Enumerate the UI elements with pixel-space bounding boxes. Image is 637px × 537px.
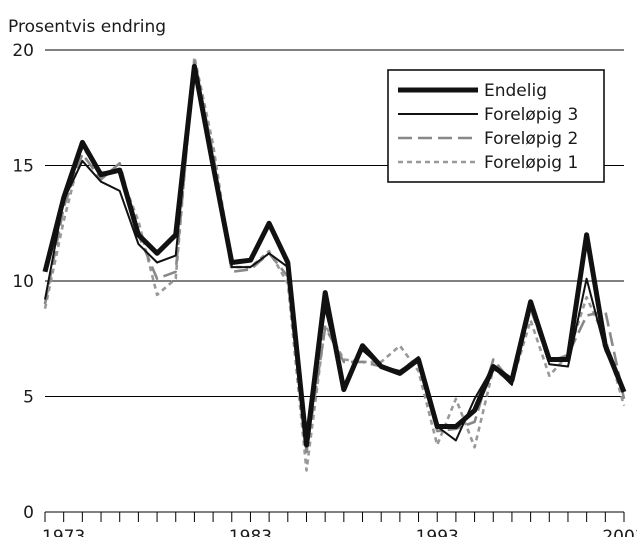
y-tick-label-20: 20 (12, 41, 34, 61)
x-tick-label-1973: 1973 (42, 527, 85, 537)
legend-label-1: Foreløpig 3 (484, 105, 578, 125)
x-tick-label-1993: 1993 (416, 527, 459, 537)
y-tick-label-15: 15 (12, 157, 34, 177)
series-layer (42, 55, 627, 472)
series-line-endelig (42, 63, 627, 448)
series-line-forel-pig-1 (43, 55, 626, 472)
y-axis-unit-label: Prosentvis endring (8, 17, 166, 37)
y-tick-labels: 0 5 10 15 20 (12, 41, 34, 523)
y-tick-label-5: 5 (23, 388, 34, 408)
x-tick-label-2003: 2003 (602, 527, 637, 537)
x-axis: 1973 1983 1993 2003 (42, 512, 637, 537)
legend: Endelig Foreløpig 3 Foreløpig 2 Foreløpig 1 (387, 69, 605, 183)
legend-label-0: Endelig (484, 81, 547, 101)
legend-label-3: Foreløpig 1 (484, 153, 578, 173)
x-tick-label-1983: 1983 (229, 527, 272, 537)
y-tick-label-0: 0 (23, 503, 34, 523)
legend-label-2: Foreløpig 2 (484, 129, 578, 149)
y-tick-label-10: 10 (12, 272, 34, 292)
